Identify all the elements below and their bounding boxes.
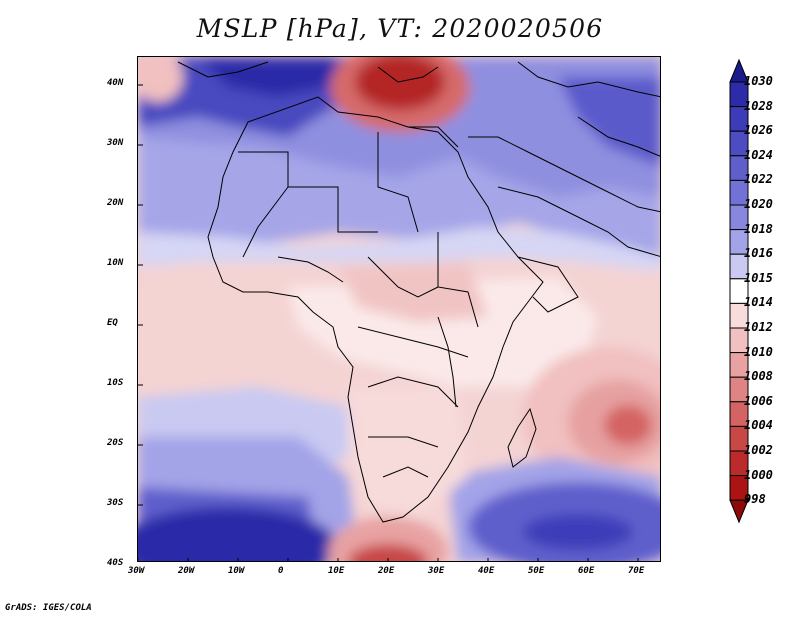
y-tick-label: 20N	[107, 198, 124, 208]
colorbar-level-label: 1000	[744, 467, 773, 482]
chart-title: MSLP [hPa], VT: 2020020506	[196, 14, 604, 43]
colorbar-level-label: 1002	[744, 443, 773, 457]
coastlines	[177, 61, 660, 523]
colorbar-level-label: 1008	[744, 369, 773, 384]
colorbar-level-label: 1018	[744, 221, 773, 236]
colorbar-level-label: 1016	[744, 246, 773, 261]
colorbar-level-label: 1012	[744, 320, 773, 334]
pressure-map	[138, 57, 660, 561]
y-tick-label: 20S	[107, 438, 124, 448]
x-tick-label: 40E	[478, 566, 495, 576]
y-tick-label: 10N	[107, 258, 124, 268]
x-tick-label: 20E	[378, 566, 395, 576]
pressure-field-shading	[138, 57, 660, 561]
y-tick-label: 30S	[107, 498, 124, 508]
colorbar	[729, 58, 749, 524]
colorbar-level-label: 1020	[744, 197, 773, 211]
colorbar-level-label: 1026	[744, 123, 773, 138]
colorbar-level-label: 1004	[744, 418, 773, 433]
colorbar-level-label: 1006	[744, 393, 773, 408]
y-tick-label: EQ	[107, 318, 118, 328]
colorbar-level-label: 1030	[744, 74, 773, 88]
colorbar-level-label: 1010	[744, 344, 773, 359]
y-tick-label: 30N	[107, 138, 124, 148]
x-tick-label: 20W	[178, 566, 195, 576]
colorbar-level-label: 1022	[744, 172, 773, 187]
colorbar-level-label: 1015	[744, 270, 773, 285]
y-tick-label: 40S	[107, 558, 124, 568]
x-tick-label: 50E	[528, 566, 545, 576]
x-tick-label: 30E	[428, 566, 445, 576]
x-tick-label: 0	[278, 566, 284, 576]
colorbar-level-label: 1028	[744, 98, 773, 113]
map-panel	[137, 56, 661, 562]
footer-credit: GrADS: IGES/COLA	[5, 603, 92, 613]
x-tick-label: 10E	[328, 566, 345, 576]
x-tick-label: 60E	[578, 566, 595, 576]
x-tick-label: 70E	[628, 566, 645, 576]
x-tick-label: 10W	[228, 566, 245, 576]
colorbar-bottom-arrow	[729, 499, 749, 524]
colorbar-level-label: 1024	[744, 147, 773, 162]
y-tick-label: 40N	[107, 78, 124, 88]
y-tick-label: 10S	[107, 378, 124, 388]
x-tick-label: 30W	[128, 566, 145, 576]
colorbar-level-label: 998	[744, 492, 766, 507]
colorbar-level-label: 1014	[744, 295, 773, 310]
